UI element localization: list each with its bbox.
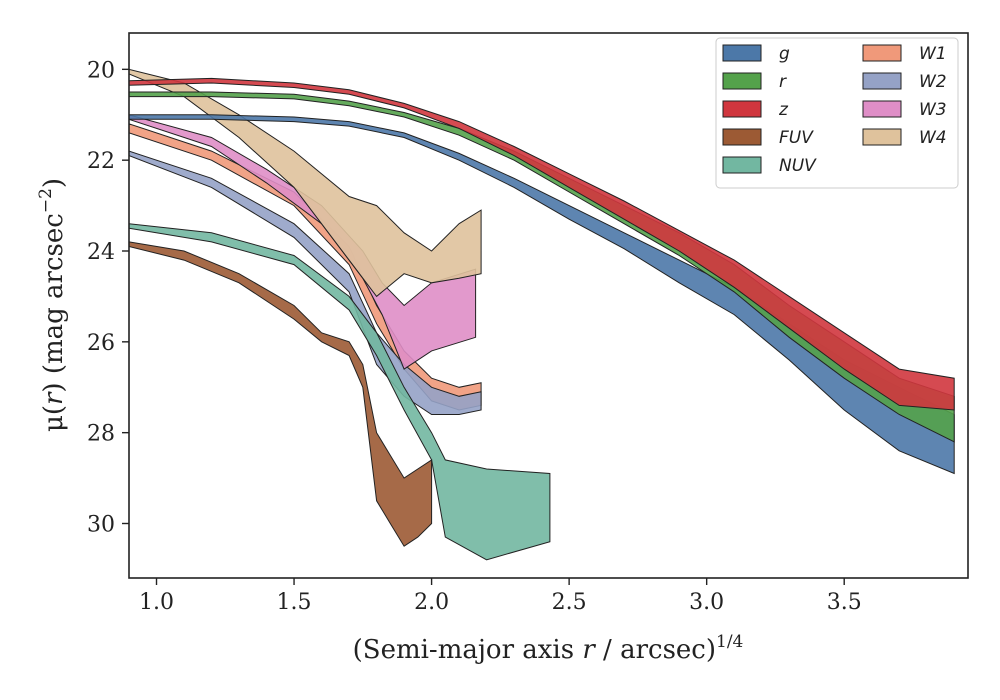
- legend-swatch-w4: [862, 128, 902, 146]
- legend-label-z: z: [778, 100, 789, 120]
- legend: grz FUV NUV W1 W2 W3 W4: [715, 37, 959, 189]
- series-band-w2: [129, 150, 482, 415]
- y-tick-label: 24: [87, 240, 115, 265]
- legend-label-g: g: [779, 44, 790, 64]
- x-tick-label: 1.5: [277, 590, 312, 615]
- series-band-w4: [129, 68, 482, 298]
- x-axis-label: (Semi-major axis r / arcsec)1/4: [353, 632, 744, 665]
- x-tick-label: 2.5: [552, 590, 587, 615]
- series-layer: [129, 68, 955, 561]
- y-tick-label: 20: [87, 58, 115, 83]
- legend-label-fuv: FUV: [779, 128, 814, 148]
- legend-swatch-fuv: [722, 128, 762, 146]
- ticks-layer: 1.0 1.5 2.0 2.5 3.0 3.5 20 22 24 26 28 30: [87, 58, 862, 615]
- legend-swatch-w1: [862, 44, 902, 62]
- x-tick-label: 1.0: [139, 590, 174, 615]
- series-band-g: [129, 114, 955, 475]
- legend-swatch-w2: [862, 72, 902, 90]
- x-tick-label: 3.0: [689, 590, 724, 615]
- y-tick-label: 22: [87, 149, 115, 174]
- series-band-z: [129, 77, 955, 411]
- y-tick-label: 30: [87, 513, 115, 538]
- legend-swatch-w3: [862, 100, 902, 118]
- legend-label-w1: W1: [919, 44, 947, 64]
- legend-swatch-g: [722, 44, 762, 62]
- legend-swatch-z: [722, 100, 762, 118]
- legend-swatch-nuv: [722, 156, 762, 174]
- x-tick-label: 2.0: [414, 590, 449, 615]
- legend-label-w4: W4: [919, 128, 947, 148]
- series-band-nuv: [129, 223, 551, 561]
- legend-swatch-r: [722, 72, 762, 90]
- y-tick-label: 28: [87, 422, 115, 447]
- x-tick-label: 3.5: [827, 590, 862, 615]
- y-axis-label: μ(r) (mag arcsec−2): [36, 178, 69, 432]
- legend-label-r: r: [779, 72, 787, 92]
- series-band-fuv: [129, 241, 433, 547]
- legend-label-w3: W3: [919, 100, 947, 120]
- legend-label-w2: W2: [919, 72, 947, 92]
- legend-label-nuv: NUV: [779, 156, 817, 176]
- y-tick-label: 26: [87, 331, 115, 356]
- plot-frame: [128, 32, 969, 579]
